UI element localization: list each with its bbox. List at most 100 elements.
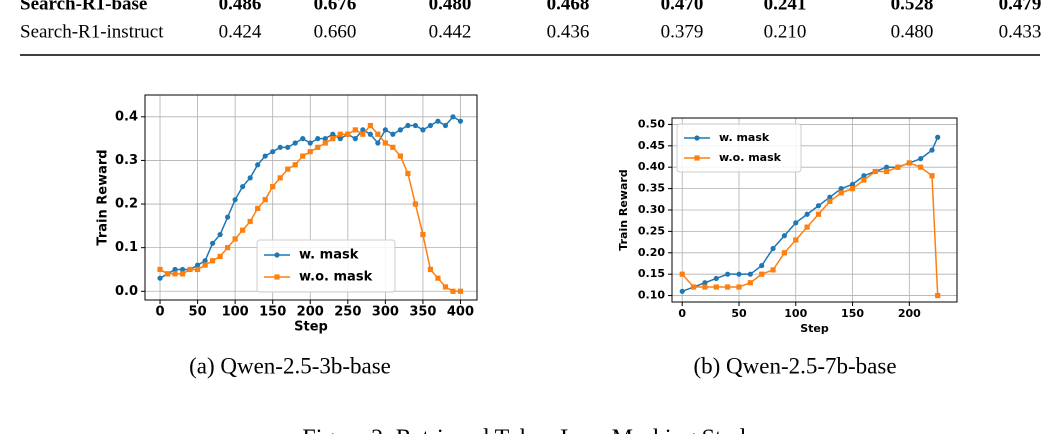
y-tick-label: 0.10 [638,289,665,302]
x-tick-label: 50 [731,307,747,320]
data-point [781,250,788,256]
y-tick-label: 0.4 [115,109,138,124]
data-point [442,284,449,290]
data-point [679,288,685,294]
data-point [352,127,358,133]
legend-label: w. mask [299,248,359,263]
data-point [420,231,426,238]
data-point [827,194,833,200]
legend-marker [274,274,280,280]
data-point [337,131,343,137]
data-point [804,211,810,217]
data-point [360,131,366,137]
data-point [702,280,708,286]
x-tick-label: 250 [334,305,361,320]
data-point [307,140,313,146]
data-point [770,245,776,252]
data-point [292,162,298,168]
data-point [450,114,456,120]
data-point [935,292,941,299]
data-point [747,271,753,277]
data-point [713,275,719,282]
table-cell: 0.480 [429,0,472,14]
legend-box [256,239,396,293]
x-tick-label: 150 [841,307,864,320]
table-cell: 0.241 [764,0,807,14]
data-point [804,224,810,230]
data-point [225,245,231,251]
x-tick-label: 400 [447,305,474,320]
y-tick-label: 0.40 [638,160,665,173]
data-point [929,147,935,153]
y-tick-label: 0.30 [638,203,665,216]
chart: 0 50 100 150 200 250 300 350 400 0.0 0.1 0.2 0.3 0.4 S… [96,94,478,378]
data-point [935,134,941,140]
data-point [450,288,456,294]
subfigure-caption: (b) Qwen-2.5-7b-base [693,353,896,378]
x-tick-label: 150 [259,305,286,320]
data-point [277,175,283,181]
table-cell: 0.480 [891,21,934,42]
data-point [872,168,878,175]
data-point [285,144,291,150]
chart: 0 50 100 150 200 0.10 0.15 0.20 0.25 0.30 0.35 0.40… [617,117,958,378]
data-point [849,181,856,187]
data-point [225,214,231,220]
data-point [330,131,336,137]
data-point [262,197,268,203]
data-point [435,275,441,281]
data-point [352,136,358,142]
table-cell: 0.486 [219,0,262,14]
data-point [679,271,685,277]
data-point [929,173,935,179]
y-tick-label: 0.15 [638,267,665,280]
data-point [884,164,890,170]
data-point [918,164,924,170]
data-point [300,136,306,142]
y-tick-label: 0.45 [638,139,665,152]
data-point [759,271,765,277]
data-point [457,288,464,294]
data-point [736,284,742,290]
data-point [157,266,163,273]
data-point [337,136,343,142]
data-point [793,237,799,243]
y-tick-label: 0.0 [115,284,138,299]
x-tick-label: 100 [784,307,807,320]
x-axis-label: Step [800,322,829,335]
data-point [217,231,223,238]
data-point [300,153,306,159]
data-point [172,266,178,273]
data-point [164,271,171,277]
y-tick-label: 0.20 [638,246,665,259]
data-point [405,122,411,129]
data-point [194,262,201,268]
x-tick-label: 100 [222,305,249,320]
data-point [345,131,351,137]
y-tick-label: 0.3 [115,153,138,168]
data-point [187,266,193,273]
data-point [232,197,238,203]
data-point [884,168,890,175]
subfigure-caption: (a) Qwen-2.5-3b-base [189,353,391,378]
data-point [270,183,276,190]
data-point [427,266,434,273]
legend-marker [694,155,700,161]
y-tick-label: 0.2 [115,197,138,212]
data-point [255,162,261,168]
y-tick-label: 0.50 [638,117,665,130]
data-point [172,271,178,277]
data-point [330,136,336,142]
data-point [793,220,799,226]
data-point [360,127,366,133]
table-cell: 0.436 [547,21,590,42]
data-point [815,203,822,209]
data-point [262,153,268,159]
x-tick-label: 350 [409,305,436,320]
data-point [179,271,186,277]
table-cell: 0.470 [661,0,704,14]
data-point [382,140,388,146]
legend-label: w.o. mask [299,270,373,285]
table-cell: 0.468 [547,0,590,14]
data-point [827,198,833,205]
